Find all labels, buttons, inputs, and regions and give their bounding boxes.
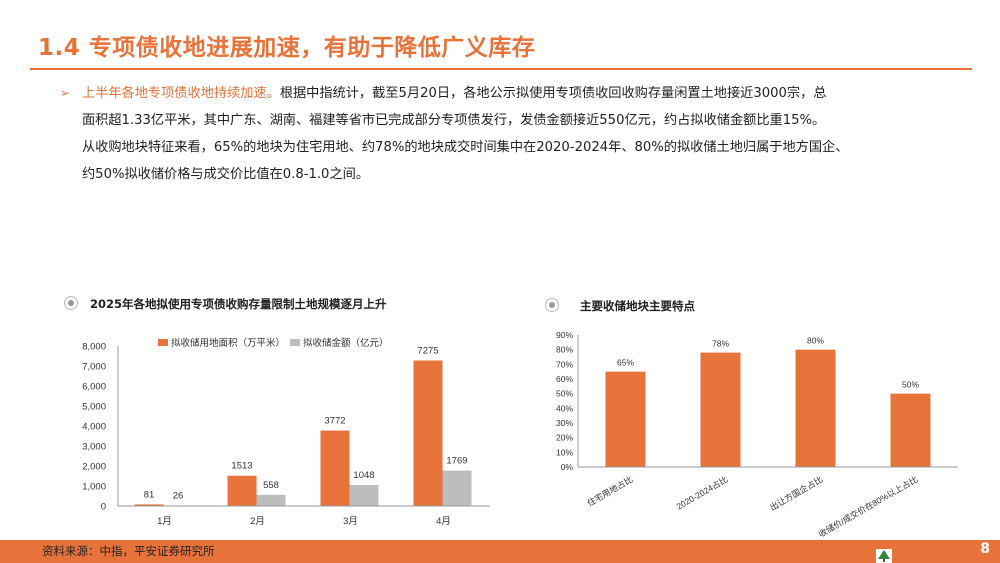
y-tick-label: 5,000: [82, 402, 106, 413]
y-tick-label: 80%: [556, 345, 573, 355]
bar: [795, 349, 836, 467]
y-tick-label: 2,000: [82, 462, 106, 473]
y-tick-label: 0%: [561, 462, 574, 472]
y-tick-label: 1,000: [82, 482, 106, 493]
bullet-line-1-text: 根据中指统计，截至5月20日，各地公示拟使用专项债收回收购存量闲置土地接近300…: [279, 86, 827, 101]
y-tick-label: 70%: [556, 359, 573, 369]
data-label: 558: [263, 480, 279, 491]
title-divider: [30, 68, 972, 70]
y-tick-label: 10%: [556, 447, 573, 457]
chart2-svg: 0% 10% 20% 30% 40% 50% 60% 70% 80% 90% 65% 78% 80% 5…: [556, 330, 958, 539]
x-tick-label: 出让方国企占比: [768, 474, 825, 512]
bullet-arrow-icon: ➢: [60, 86, 71, 100]
bullet-line-4: 约50%拟收储价格与成交价比值在0.8-1.0之间。: [82, 167, 370, 182]
x-tick-label: 4月: [436, 516, 451, 527]
legend-swatch: [158, 339, 168, 346]
bullet-paragraph: ➢ 上半年各地专项债收地持续加速。根据中指统计，截至5月20日，各地公示拟使用专…: [60, 80, 960, 188]
page-number: 8: [980, 541, 990, 557]
y-tick-label: 30%: [556, 418, 573, 428]
bar: [320, 430, 350, 506]
bullet-line-1: 上半年各地专项债收地持续加速。根据中指统计，截至5月20日，各地公示拟使用专项债…: [82, 80, 960, 107]
chart2-title: 主要收储地块主要特点: [580, 299, 695, 313]
bar: [256, 494, 286, 506]
y-tick-label: 40%: [556, 403, 573, 413]
y-tick-label: 4,000: [82, 422, 106, 433]
bar: [442, 470, 472, 506]
y-tick-label: 3,000: [82, 442, 106, 453]
x-tick-label: 2020-2024占比: [675, 474, 730, 511]
bar: [605, 371, 646, 467]
chart1-svg: 拟收储用地面积（万平米） 拟收储金额（亿元） 0 1,000 2,000 3,000 4,…: [82, 337, 490, 527]
bullet-line-3: 从收购地块特征来看，65%的地块为住宅用地、约78%的地块成交时间集中在2020…: [82, 140, 849, 155]
x-tick-label: 3月: [343, 516, 358, 527]
legend-label: 拟收储用地面积（万平米）: [171, 337, 285, 349]
data-label: 81: [144, 489, 155, 500]
data-label: 80%: [807, 336, 824, 346]
legend-label: 拟收储金额（亿元）: [303, 337, 389, 349]
y-tick-label: 7,000: [82, 362, 106, 373]
x-tick-label: 住宅用地占比: [585, 474, 634, 508]
data-label: 78%: [712, 339, 729, 349]
y-tick-label: 50%: [556, 389, 573, 399]
data-label: 1048: [353, 470, 374, 481]
logo-tree-icon: [876, 549, 892, 563]
data-label: 1769: [446, 456, 467, 467]
data-label: 65%: [617, 358, 634, 368]
data-label: 1513: [231, 461, 252, 472]
y-tick-label: 0: [101, 502, 106, 513]
x-tick-label: 2月: [250, 516, 265, 527]
data-label: 7275: [417, 346, 438, 357]
x-tick-label: 1月: [157, 516, 172, 527]
y-tick-label: 90%: [556, 330, 573, 340]
data-label: 3772: [324, 416, 345, 427]
footer-source: 资料来源：中指，平安证券研究所: [42, 544, 215, 558]
chart1-bullet-icon: [64, 296, 78, 310]
y-tick-label: 8,000: [82, 342, 106, 353]
y-tick-label: 20%: [556, 433, 573, 443]
bar: [700, 352, 741, 467]
y-tick-label: 60%: [556, 374, 573, 384]
y-tick-label: 6,000: [82, 382, 106, 393]
chart1-title: 2025年各地拟使用专项债收购存量限制土地规模逐月上升: [90, 297, 387, 311]
chart2-bullet-icon: [545, 298, 559, 312]
bullet-lead: 上半年各地专项债收地持续加速。: [82, 86, 280, 101]
data-label: 50%: [902, 380, 919, 390]
bullet-line-2: 面积超1.33亿平米，其中广东、湖南、福建等省市已完成部分专项债发行，发债金额接…: [82, 113, 826, 128]
x-tick-label: 收储价/成交价在80%以上占比: [817, 474, 920, 539]
bar: [890, 393, 931, 467]
slide-title: 1.4 专项债收地进展加速，有助于降低广义库存: [38, 35, 536, 61]
bar: [413, 360, 443, 506]
legend-swatch: [290, 339, 300, 346]
bar: [134, 504, 164, 506]
footer-bar: [0, 540, 1000, 563]
bar: [349, 485, 379, 506]
data-label: 26: [173, 490, 184, 501]
bar: [227, 475, 257, 506]
